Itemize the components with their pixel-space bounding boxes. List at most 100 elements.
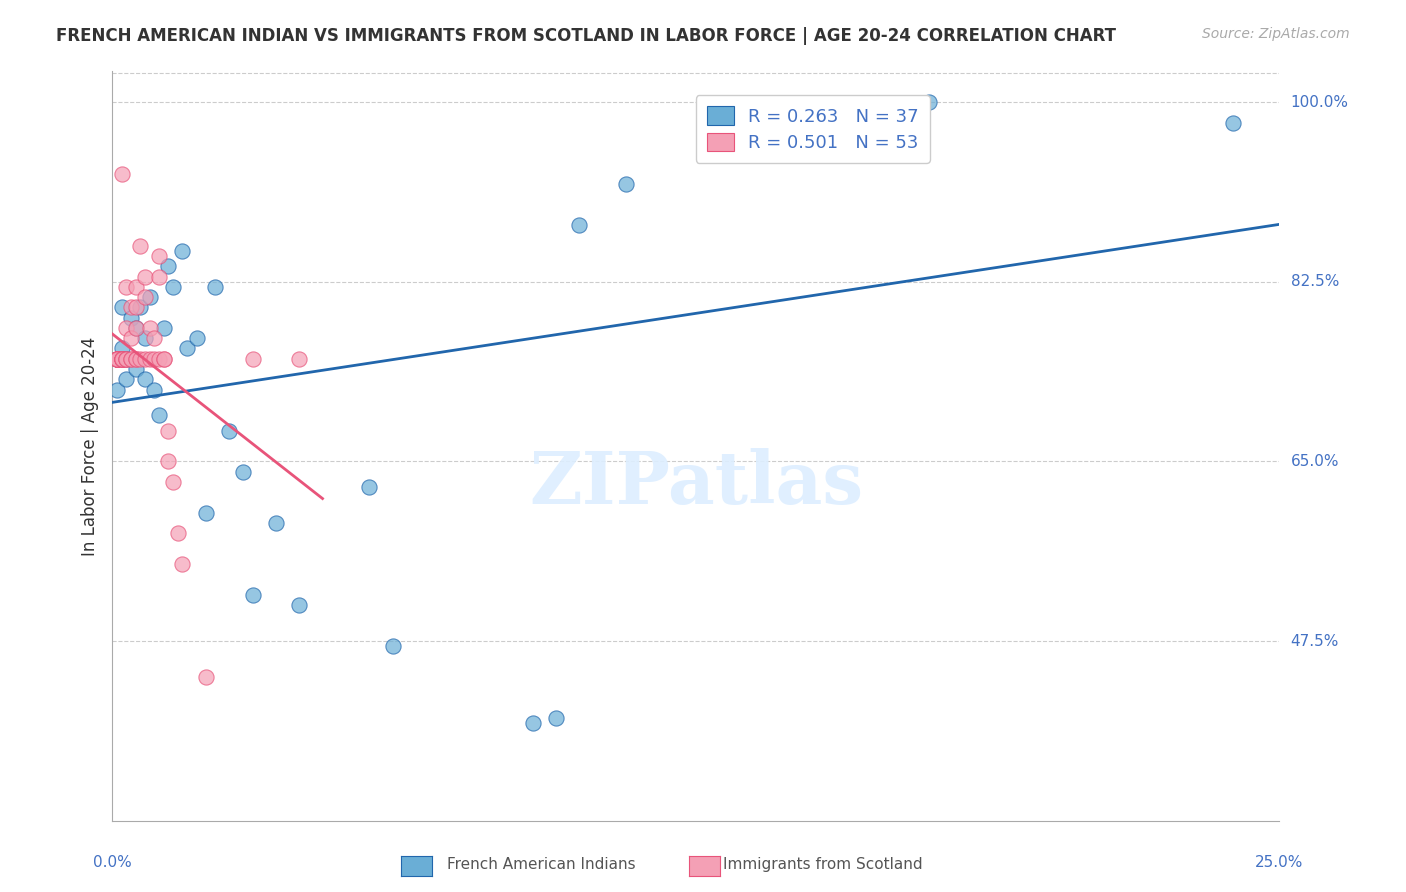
Point: [105, 351, 128, 366]
Point: [105, 351, 128, 366]
Point: [143, 351, 166, 366]
Point: [125, 280, 148, 294]
Point: [288, 351, 311, 366]
Point: [105, 351, 128, 366]
Point: [120, 301, 142, 315]
Point: [105, 351, 128, 366]
Point: [176, 342, 198, 356]
Point: [111, 351, 134, 366]
Point: [153, 351, 176, 366]
Point: [111, 351, 134, 366]
Point: [143, 383, 166, 397]
Point: [153, 321, 176, 335]
Point: [105, 351, 128, 366]
Point: [232, 465, 254, 479]
Text: 82.5%: 82.5%: [1291, 274, 1339, 289]
Point: [134, 290, 156, 304]
Point: [115, 351, 138, 366]
Point: [157, 260, 180, 274]
Point: [186, 331, 208, 345]
Point: [143, 331, 166, 345]
Text: Immigrants from Scotland: Immigrants from Scotland: [723, 857, 922, 872]
Point: [105, 351, 128, 366]
Text: 65.0%: 65.0%: [1291, 454, 1339, 469]
Point: [918, 95, 941, 110]
Point: [139, 351, 162, 366]
Point: [111, 342, 134, 356]
Point: [134, 331, 156, 345]
Point: [105, 351, 128, 366]
Point: [105, 383, 128, 397]
Point: [120, 351, 142, 366]
Point: [148, 351, 170, 366]
Point: [242, 588, 264, 602]
Point: [115, 351, 138, 366]
Point: [139, 321, 162, 335]
Point: [218, 424, 240, 438]
Point: [120, 351, 142, 366]
Text: 25.0%: 25.0%: [1256, 855, 1303, 871]
Point: [148, 269, 170, 284]
Point: [125, 351, 148, 366]
Point: [153, 351, 176, 366]
Point: [105, 351, 128, 366]
Point: [288, 598, 311, 612]
Point: [115, 372, 138, 386]
Point: [111, 351, 134, 366]
Point: [129, 239, 152, 253]
Point: [242, 351, 264, 366]
Point: [359, 480, 381, 494]
Point: [125, 301, 148, 315]
Point: [120, 331, 142, 345]
Point: [105, 351, 128, 366]
Point: [115, 351, 138, 366]
Text: 100.0%: 100.0%: [1291, 95, 1348, 110]
Text: French American Indians: French American Indians: [447, 857, 636, 872]
Point: [111, 351, 134, 366]
Point: [614, 178, 637, 192]
Point: [1222, 116, 1244, 130]
Point: [157, 454, 180, 468]
Point: [125, 362, 148, 376]
Point: [111, 351, 134, 366]
Point: [848, 116, 870, 130]
Point: [115, 321, 138, 335]
Point: [129, 351, 152, 366]
Point: [172, 557, 194, 571]
Point: [125, 321, 148, 335]
Point: [148, 249, 170, 263]
Point: [134, 269, 156, 284]
Point: [204, 280, 226, 294]
Y-axis label: In Labor Force | Age 20-24: In Labor Force | Age 20-24: [80, 336, 98, 556]
Point: [194, 506, 217, 520]
Point: [111, 351, 134, 366]
Point: [115, 280, 138, 294]
Point: [120, 310, 142, 325]
Point: [162, 280, 184, 294]
Point: [522, 716, 544, 731]
Point: [381, 639, 404, 653]
Text: Source: ZipAtlas.com: Source: ZipAtlas.com: [1202, 27, 1350, 41]
Point: [568, 219, 591, 233]
Point: [148, 408, 170, 422]
Point: [157, 424, 180, 438]
Point: [544, 711, 567, 725]
Text: 0.0%: 0.0%: [93, 855, 132, 871]
Point: [264, 516, 287, 530]
Point: [111, 301, 134, 315]
Text: FRENCH AMERICAN INDIAN VS IMMIGRANTS FROM SCOTLAND IN LABOR FORCE | AGE 20-24 CO: FRENCH AMERICAN INDIAN VS IMMIGRANTS FRO…: [56, 27, 1116, 45]
Point: [105, 351, 128, 366]
Legend: R = 0.263   N = 37, R = 0.501   N = 53: R = 0.263 N = 37, R = 0.501 N = 53: [696, 95, 929, 163]
Point: [105, 351, 128, 366]
Point: [125, 321, 148, 335]
Point: [111, 167, 134, 181]
Point: [172, 244, 194, 258]
Point: [139, 290, 162, 304]
Point: [134, 351, 156, 366]
Point: [166, 526, 188, 541]
Point: [115, 351, 138, 366]
Point: [194, 670, 217, 684]
Point: [125, 351, 148, 366]
Text: 47.5%: 47.5%: [1291, 633, 1339, 648]
Point: [134, 372, 156, 386]
